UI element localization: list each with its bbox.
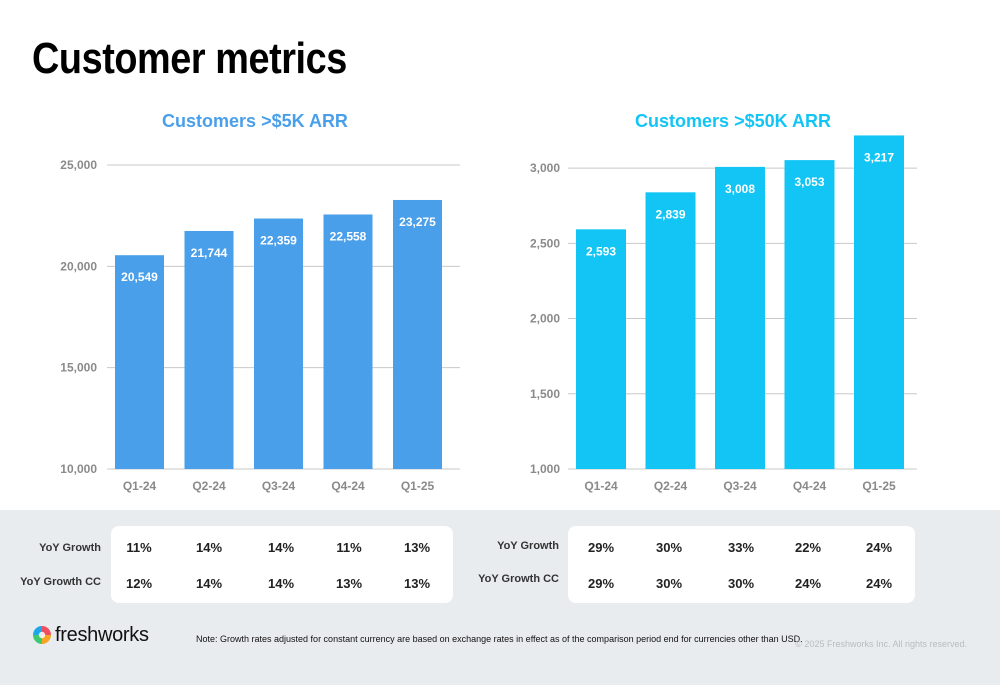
growth-value: 12% [125,576,153,591]
growth-value: 29% [587,576,615,591]
x-category-label: Q1-24 [584,479,618,493]
bar [184,230,234,469]
growth-card-left [111,526,453,603]
x-category-label: Q2-24 [192,479,226,493]
growth-value: 30% [655,540,683,555]
x-category-label: Q3-24 [262,479,296,493]
bar-value-label: 2,839 [655,207,685,221]
growth-value: 14% [267,540,295,555]
growth-value: 22% [794,540,822,555]
x-category-label: Q4-24 [793,479,827,493]
bar-value-label: 22,558 [330,229,367,243]
growth-value: 24% [794,576,822,591]
growth-value: 24% [865,540,893,555]
chart-title: Customers >$50K ARR [635,111,831,131]
y-tick-label: 10,000 [60,462,97,476]
growth-value: 13% [403,576,431,591]
x-category-label: Q1-25 [401,479,435,493]
growth-value: 33% [727,540,755,555]
x-category-label: Q2-24 [654,479,688,493]
bar-value-label: 2,593 [586,244,616,258]
growth-row-label: YoY Growth [39,542,101,554]
bar [645,192,696,469]
bar-value-label: 3,053 [794,175,824,189]
growth-row-label: YoY Growth CC [478,573,559,585]
bar-value-label: 3,008 [725,182,755,196]
y-tick-label: 25,000 [60,158,97,172]
bar [854,135,904,470]
bar [784,160,835,469]
bar [715,166,765,469]
x-category-label: Q3-24 [723,479,757,493]
y-tick-label: 2,500 [530,236,560,250]
growth-value: 11% [126,540,152,555]
bar-value-label: 21,744 [191,246,228,260]
bar [393,199,442,469]
y-tick-label: 2,000 [530,312,560,326]
growth-value: 14% [267,576,295,591]
growth-row-label: YoY Growth [497,540,559,552]
bar [254,218,303,469]
bar-value-label: 3,217 [864,150,894,164]
growth-value: 29% [587,540,615,555]
growth-value: 24% [865,576,893,591]
x-category-label: Q4-24 [331,479,365,493]
bar [115,255,164,469]
growth-value: 11% [336,540,362,555]
y-tick-label: 20,000 [60,259,97,273]
growth-card-right [568,526,915,603]
copyright: © 2025 Freshworks Inc. All rights reserv… [795,639,967,649]
growth-value: 30% [655,576,683,591]
y-tick-label: 1,500 [530,387,560,401]
chart-customers-50k-arr: Customers >$50K ARR 1,000 1,500 2,000 2,500 3… [530,111,917,493]
growth-value: 14% [195,540,223,555]
growth-value: 30% [727,576,755,591]
y-tick-label: 1,000 [530,462,560,476]
bar-value-label: 23,275 [399,215,436,229]
growth-value: 14% [195,576,223,591]
x-category-label: Q1-25 [862,479,896,493]
y-tick-label: 3,000 [530,161,560,175]
freshworks-logo-icon [33,626,51,644]
footnote: Note: Growth rates adjusted for constant… [196,634,803,644]
chart-title: Customers >$5K ARR [162,111,348,131]
x-category-label: Q1-24 [123,479,157,493]
bar [576,229,626,469]
growth-value: 13% [403,540,431,555]
page-title: Customer metrics [32,34,347,83]
freshworks-logo-text: freshworks [55,623,149,646]
y-tick-label: 15,000 [60,361,97,375]
growth-value: 13% [335,576,363,591]
bar-value-label: 22,359 [260,234,297,248]
bar-value-label: 20,549 [121,270,158,284]
growth-row-label: YoY Growth CC [20,576,101,588]
freshworks-logo: freshworks [32,621,149,649]
bar [323,214,373,469]
chart-customers-5k-arr: Customers >$5K ARR 10,000 15,000 20,000 25,0… [60,111,460,493]
